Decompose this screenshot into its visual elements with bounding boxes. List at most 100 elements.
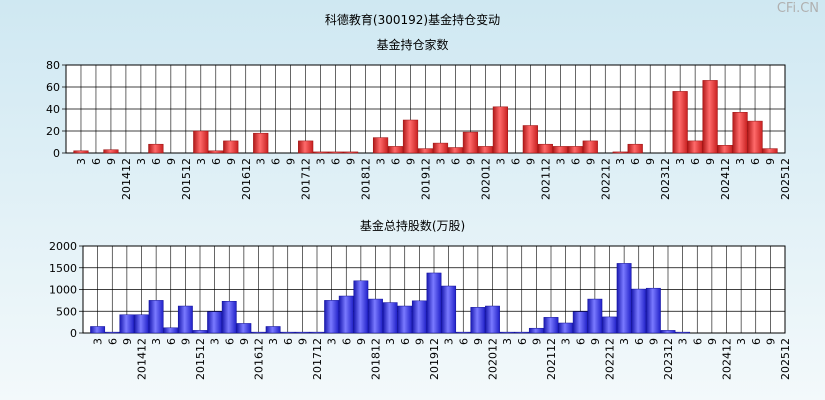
c1-xtick-label: 9 [225,158,238,165]
c2-xtick-label: 201612 [253,338,266,380]
c2-xtick-label: 3 [443,338,456,345]
c1-xtick-label: 6 [509,158,522,165]
c2-bar [441,285,457,334]
c1-xtick-label: 3 [375,158,388,165]
c2-xtick-label: 6 [633,338,646,345]
c1-xtick-label: 9 [105,158,118,165]
c2-xtick-label: 201812 [370,338,383,380]
c1-bar [537,143,553,154]
c2-xtick-label: 6 [223,338,236,345]
c2-xtick-label: 9 [589,338,602,345]
c1-bar [762,148,778,154]
c1-bar [417,148,434,154]
c2-xtick-label: 3 [267,338,280,345]
c1-xtick-label: 3 [135,158,148,165]
c2-xtick-label: 201712 [311,338,324,380]
c1-xtick-label: 3 [195,158,208,165]
c1-xtick-label: 202012 [479,158,492,200]
c2-bar [294,331,310,334]
c1-xtick-label: 6 [90,158,103,165]
c2-bar [324,300,340,334]
c2-bar [645,287,661,334]
c2-xtick-label: 202512 [779,338,792,380]
watermark: CFi.CN [776,1,819,16]
c1-xtick-label: 6 [689,158,702,165]
c1-xtick-label: 6 [569,158,582,165]
c1-bar [73,150,89,154]
c2-ytick-label: 500 [56,305,77,318]
c2-bar [660,330,676,334]
c2-xtick-label: 3 [501,338,514,345]
c1-xtick-label: 6 [330,158,343,165]
c2-xtick-label: 9 [764,338,777,345]
c1-bar [567,146,583,154]
c2-bar [558,322,574,334]
c2-xtick-label: 9 [706,338,719,345]
c2-bar [280,331,296,334]
c1-xtick-label: 201712 [300,158,313,200]
c1-bar [208,150,224,154]
c1-bar [253,132,269,154]
c1-bar [552,146,568,154]
c1-bar [462,131,479,154]
c2-xtick-label: 3 [92,338,105,345]
c1-bar [372,137,389,154]
c1-bar [223,140,239,154]
c1-ytick-label: 0 [53,147,60,160]
c2-bar [104,331,120,334]
c2-bar [148,300,164,334]
c2-bar [587,298,603,334]
c1-xtick-label: 9 [285,158,298,165]
c2-bar [455,331,471,334]
c2-bar [221,300,237,334]
c2-xtick-label: 9 [238,338,251,345]
c1-xtick-label: 9 [644,158,657,165]
c1-bar [747,120,763,154]
c1-xtick-label: 9 [405,158,418,165]
c2-xtick-label: 3 [384,338,397,345]
c2-bar [470,307,486,334]
c1-bar [582,140,598,154]
c2-xtick-label: 3 [735,338,748,345]
c2-xtick-label: 9 [121,338,134,345]
c2-xtick-label: 201412 [136,338,149,380]
c1-xtick-label: 6 [270,158,283,165]
c2-bar [353,280,369,334]
c1-xtick-label: 202512 [779,158,792,200]
c2-bar [485,305,500,334]
c1-xtick-label: 6 [749,158,762,165]
c1-bar [447,147,464,154]
c1-xtick-label: 3 [434,158,447,165]
c2-xtick-label: 9 [472,338,485,345]
c2-ytick-label: 1500 [49,262,77,275]
c1-xtick-label: 3 [75,158,88,165]
c1-bar [612,151,628,154]
c2-ytick-label: 2000 [49,240,77,253]
c2-bar [163,327,179,334]
c2-bar [177,305,193,334]
c2-bar [338,295,354,334]
c2-xtick-label: 9 [355,338,368,345]
c1-xtick-label: 9 [584,158,597,165]
c1-bar [702,80,718,154]
c2-xtick-label: 9 [296,338,309,345]
c2-bar [543,317,559,334]
c1-bar [343,151,359,154]
c1-xtick-label: 202212 [599,158,612,200]
c2-xtick-label: 9 [530,338,543,345]
c1-xtick-label: 202312 [659,158,672,200]
c1-xtick-label: 201612 [240,158,253,200]
c1-xtick-label: 201512 [180,158,193,200]
c2-xtick-label: 9 [179,338,192,345]
c2-bar [572,311,588,334]
c2-xtick-label: 6 [516,338,529,345]
c2-ytick-label: 1000 [49,284,77,297]
c2-xtick-label: 202012 [487,338,500,380]
c1-xtick-label: 202112 [539,158,552,200]
c2-bar [265,326,281,334]
c1-bar [313,151,329,154]
c1-bar [193,130,209,154]
c2-bar [602,316,617,334]
c2-xtick-label: 6 [165,338,178,345]
